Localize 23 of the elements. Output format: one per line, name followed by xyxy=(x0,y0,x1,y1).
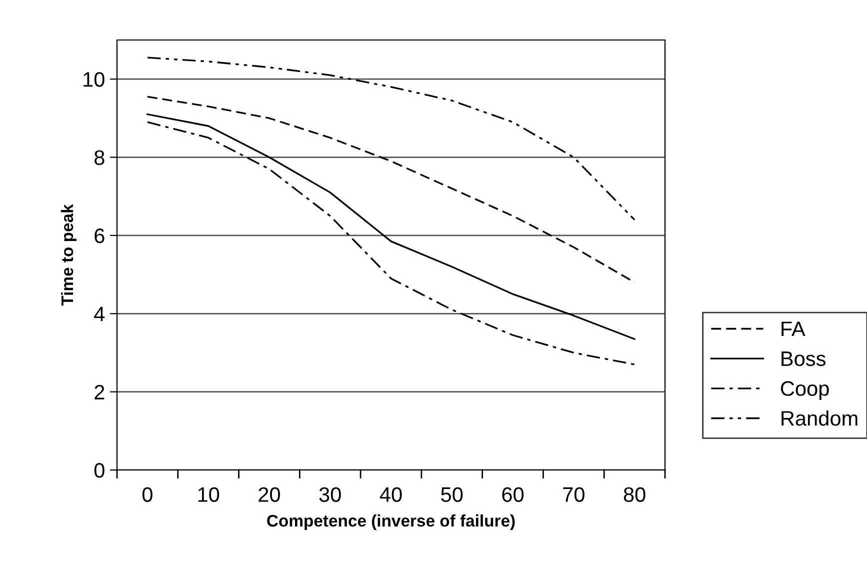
x-tick-label: 20 xyxy=(258,487,280,502)
x-tick-label: 30 xyxy=(319,487,341,502)
legend-label: Boss xyxy=(782,352,826,366)
x-tick-label: 40 xyxy=(380,487,402,502)
legend-label: FA xyxy=(782,322,806,336)
y-tick-label: 2 xyxy=(94,384,104,400)
line-series xyxy=(146,56,636,221)
y-tick-label: 0 xyxy=(94,463,104,478)
y-tick-label: 10 xyxy=(84,72,104,87)
x-tick-label: 10 xyxy=(198,487,220,502)
x-tick-label: 70 xyxy=(563,487,584,502)
legend-label: Random xyxy=(782,410,858,426)
x-tick-label: 60 xyxy=(502,487,524,502)
x-tick-label: 0 xyxy=(142,487,152,502)
y-tick-label: 8 xyxy=(94,150,104,166)
y-tick-label: 6 xyxy=(94,228,104,244)
y-tick-label: 4 xyxy=(94,306,105,322)
x-axis-title: Competence (inverse of failure) xyxy=(267,514,515,530)
x-tick-label: 50 xyxy=(441,487,463,502)
legend-label: Coop xyxy=(780,381,829,400)
y-axis-title: Time to peak xyxy=(60,204,76,306)
line-series xyxy=(146,96,636,284)
x-tick-label: 80 xyxy=(624,487,646,502)
